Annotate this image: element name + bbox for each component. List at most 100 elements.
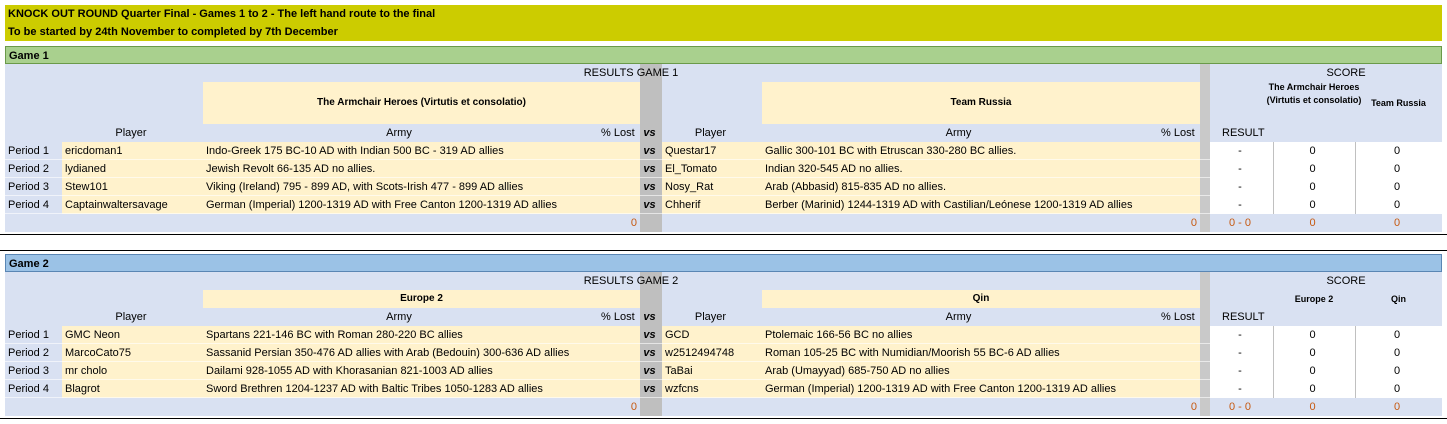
period-label[interactable]: Period 2 [8, 163, 49, 175]
army-b-cell[interactable]: Arab (Umayyad) 685-750 AD no allies [762, 362, 1155, 380]
player-a-cell[interactable]: Captainwaltersavage [62, 196, 203, 214]
lost-a-total[interactable]: 0 [630, 217, 637, 229]
result-total[interactable]: 0 - 0 [1228, 217, 1251, 229]
team-b-name[interactable]: Qin [762, 290, 1200, 308]
lost-b-cell[interactable] [1155, 196, 1200, 214]
lost-a-cell[interactable] [595, 196, 640, 214]
lost-b-header[interactable]: % Lost [1161, 311, 1195, 323]
score-a-cell[interactable]: 0 [1273, 344, 1355, 362]
army-b-header[interactable]: Army [945, 311, 972, 323]
player-a-cell[interactable]: MarcoCato75 [62, 344, 203, 362]
team-a-name[interactable]: The Armchair Heroes (Virtutis et consola… [203, 82, 640, 124]
score-a-cell[interactable]: 0 [1273, 362, 1355, 380]
period-label[interactable]: Period 2 [8, 347, 49, 359]
score-b-total[interactable]: 0 [1393, 401, 1401, 413]
score-a-cell[interactable]: 0 [1273, 142, 1355, 160]
score-team-b-header[interactable]: Team Russia [1371, 98, 1426, 108]
army-a-cell[interactable]: Spartans 221-146 BC with Roman 280-220 B… [203, 326, 595, 344]
game-2-band[interactable]: Game 2 [5, 254, 1442, 272]
lost-b-total[interactable]: 0 [1190, 217, 1197, 229]
period-label[interactable]: Period 4 [8, 199, 49, 211]
score-a-total[interactable]: 0 [1309, 401, 1316, 413]
army-a-cell[interactable]: German (Imperial) 1200-1319 AD with Free… [203, 196, 595, 214]
vs-cell[interactable]: vs [640, 344, 662, 362]
lost-b-cell[interactable] [1155, 344, 1200, 362]
score-b-cell[interactable]: 0 [1355, 362, 1442, 380]
player-b-cell[interactable]: Questar17 [662, 142, 762, 160]
period-label[interactable]: Period 4 [8, 383, 49, 395]
lost-b-total[interactable]: 0 [1190, 401, 1197, 413]
game-1-band[interactable]: Game 1 [5, 46, 1442, 64]
army-b-cell[interactable]: Arab (Abbasid) 815-835 AD no allies. [762, 178, 1155, 196]
vs-cell[interactable]: vs [640, 196, 662, 214]
score-team-a-header[interactable]: Europe 2 [1294, 294, 1334, 304]
score-b-cell[interactable]: 0 [1355, 380, 1442, 398]
player-a-cell[interactable]: lydianed [62, 160, 203, 178]
lost-b-cell[interactable] [1155, 326, 1200, 344]
lost-a-cell[interactable] [595, 178, 640, 196]
army-a-cell[interactable]: Jewish Revolt 66-135 AD no allies. [203, 160, 595, 178]
army-a-header[interactable]: Army [386, 311, 412, 323]
score-b-cell[interactable]: 0 [1355, 178, 1442, 196]
vs-cell[interactable]: vs [640, 380, 662, 398]
lost-b-cell[interactable] [1155, 142, 1200, 160]
period-label[interactable]: Period 3 [8, 365, 49, 377]
army-b-cell[interactable]: Gallic 300-101 BC with Etruscan 330-280 … [762, 142, 1155, 160]
score-b-cell[interactable]: 0 [1355, 142, 1442, 160]
result-total[interactable]: 0 - 0 [1228, 401, 1251, 413]
score-b-cell[interactable]: 0 [1355, 326, 1442, 344]
player-b-cell[interactable]: wzfcns [662, 380, 762, 398]
player-b-cell[interactable]: El_Tomato [662, 160, 762, 178]
player-a-cell[interactable]: mr cholo [62, 362, 203, 380]
result-cell[interactable]: - [1210, 142, 1273, 160]
player-a-header[interactable]: Player [115, 127, 147, 139]
lost-b-header[interactable]: % Lost [1161, 127, 1195, 139]
lost-a-total[interactable]: 0 [630, 401, 637, 413]
lost-a-cell[interactable] [595, 326, 640, 344]
player-b-cell[interactable]: GCD [662, 326, 762, 344]
score-a-cell[interactable]: 0 [1273, 380, 1355, 398]
result-header[interactable]: RESULT [1222, 127, 1265, 139]
vs-cell[interactable]: vs [640, 142, 662, 160]
period-label[interactable]: Period 1 [8, 329, 49, 341]
team-a-name[interactable]: Europe 2 [203, 290, 640, 308]
player-b-header[interactable]: Player [694, 127, 727, 139]
lost-a-header[interactable]: % Lost [601, 311, 635, 323]
score-b-total[interactable]: 0 [1393, 217, 1401, 229]
score-a-cell[interactable]: 0 [1273, 196, 1355, 214]
period-label[interactable]: Period 1 [8, 145, 49, 157]
player-b-cell[interactable]: Nosy_Rat [662, 178, 762, 196]
score-a-cell[interactable]: 0 [1273, 160, 1355, 178]
lost-b-cell[interactable] [1155, 380, 1200, 398]
result-header[interactable]: RESULT [1222, 311, 1265, 323]
vs-header[interactable]: vs [643, 311, 656, 323]
result-cell[interactable]: - [1210, 160, 1273, 178]
player-a-cell[interactable]: Stew101 [62, 178, 203, 196]
player-b-header[interactable]: Player [694, 311, 727, 323]
result-cell[interactable]: - [1210, 344, 1273, 362]
result-cell[interactable]: - [1210, 380, 1273, 398]
army-a-cell[interactable]: Sword Brethren 1204-1237 AD with Baltic … [203, 380, 595, 398]
army-b-cell[interactable]: Roman 105-25 BC with Numidian/Moorish 55… [762, 344, 1155, 362]
vs-cell[interactable]: vs [640, 178, 662, 196]
lost-b-cell[interactable] [1155, 178, 1200, 196]
player-a-cell[interactable]: Blagrot [62, 380, 203, 398]
result-cell[interactable]: - [1210, 326, 1273, 344]
army-a-header[interactable]: Army [386, 127, 412, 139]
score-b-cell[interactable]: 0 [1355, 196, 1442, 214]
player-b-cell[interactable]: Chherif [662, 196, 762, 214]
vs-cell[interactable]: vs [640, 160, 662, 178]
result-cell[interactable]: - [1210, 362, 1273, 380]
player-b-cell[interactable]: TaBai [662, 362, 762, 380]
period-label[interactable]: Period 3 [8, 181, 49, 193]
army-b-cell[interactable]: Indian 320-545 AD no allies. [762, 160, 1155, 178]
title-banner[interactable]: KNOCK OUT ROUND Quarter Final - Games 1 … [5, 5, 1442, 41]
lost-b-cell[interactable] [1155, 160, 1200, 178]
player-a-cell[interactable]: ericdoman1 [62, 142, 203, 160]
army-a-cell[interactable]: Indo-Greek 175 BC-10 AD with Indian 500 … [203, 142, 595, 160]
lost-a-header[interactable]: % Lost [601, 127, 635, 139]
score-team-b-header[interactable]: Qin [1391, 294, 1406, 304]
army-b-cell[interactable]: Ptolemaic 166-56 BC no allies [762, 326, 1155, 344]
team-b-name[interactable]: Team Russia [762, 82, 1200, 124]
score-a-total[interactable]: 0 [1309, 217, 1316, 229]
